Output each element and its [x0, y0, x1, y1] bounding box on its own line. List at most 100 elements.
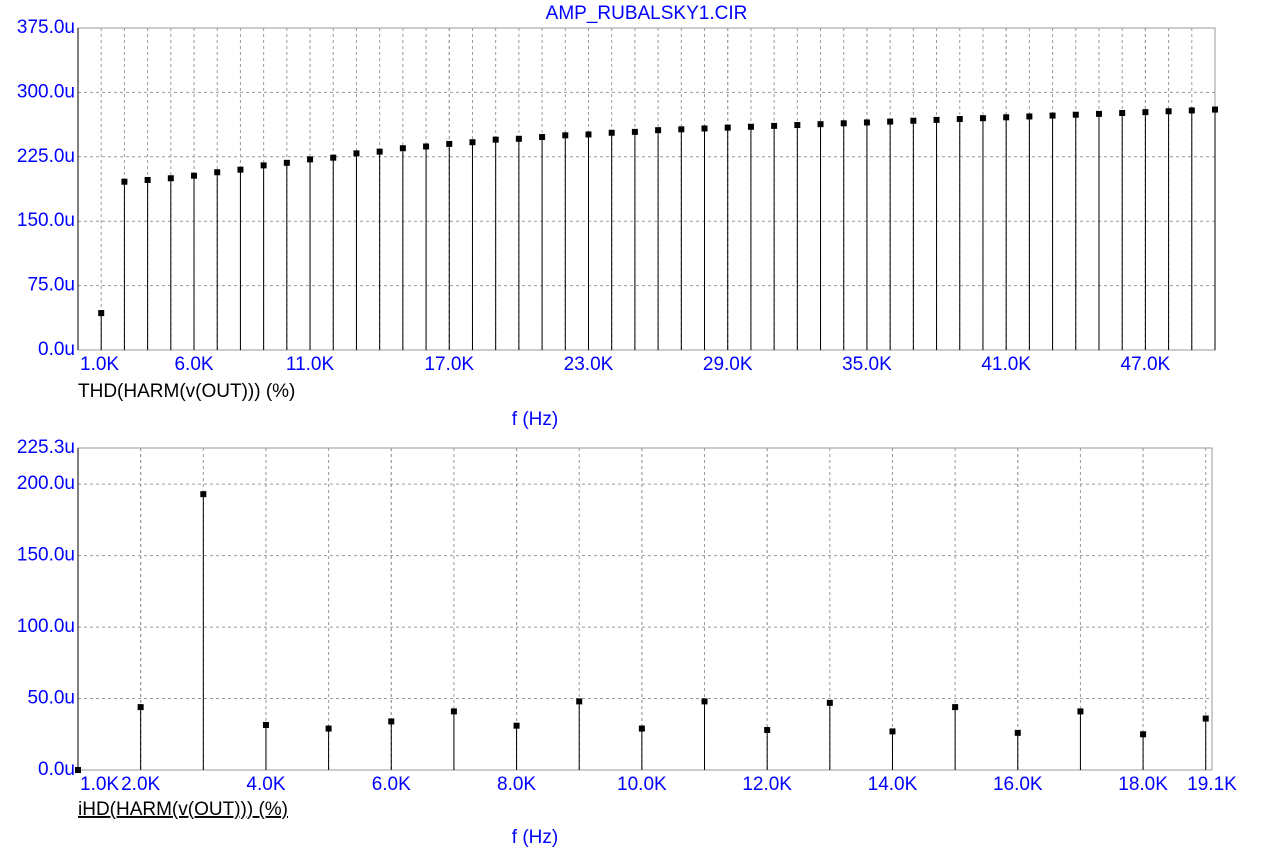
x-tick-label: 12.0K [742, 774, 792, 795]
y-tick-label: 150.0u [17, 545, 75, 566]
stem-marker [262, 721, 269, 728]
stem-marker [307, 156, 314, 163]
stem-marker [764, 726, 771, 733]
stem-marker [724, 124, 731, 131]
stem-marker [167, 175, 174, 182]
y-tick-label: 225.0u [17, 146, 75, 167]
stem-marker [608, 129, 615, 136]
stem-marker [1119, 110, 1126, 117]
stem-marker [840, 120, 847, 127]
stem-marker [214, 169, 221, 176]
stem-marker [353, 150, 360, 157]
y-tick-label: 50.0u [27, 688, 75, 709]
x-tick-label: 16.0K [993, 774, 1043, 795]
stem-marker [137, 704, 144, 711]
x-tick-label: 11.0K [286, 354, 335, 375]
y-tick-label: 300.0u [17, 81, 75, 102]
stem-marker [952, 704, 959, 711]
stem-marker [771, 122, 778, 129]
stem-marker [1188, 107, 1195, 114]
chart-title: AMP_RUBALSKY1.CIR [546, 3, 748, 24]
stem-marker [817, 121, 824, 128]
stem-marker [469, 139, 476, 146]
stem-marker [513, 722, 520, 729]
stem-marker [98, 310, 105, 317]
y-tick-label: 200.0u [17, 473, 75, 494]
stem-marker [1165, 108, 1172, 115]
x-tick-label: 41.0K [981, 354, 1031, 375]
x-tick-label: 29.0K [703, 354, 753, 375]
x-axis-label: f (Hz) [512, 409, 558, 430]
stem-marker [200, 491, 207, 498]
stem-marker [979, 115, 986, 122]
stem-marker [330, 154, 337, 161]
x-axis-label: f (Hz) [512, 827, 558, 848]
stem-marker [539, 134, 546, 141]
stem-marker [1014, 729, 1021, 736]
x-tick-label: 17.0K [424, 354, 474, 375]
x-tick-label: 18.0K [1118, 774, 1168, 795]
stem-marker [376, 148, 383, 155]
stem-marker [450, 708, 457, 715]
x-tick-label: 2.0K [121, 774, 160, 795]
stem-marker [678, 126, 685, 133]
stem-marker [325, 725, 332, 732]
y-axis-label: THD(HARM(v(OUT))) (%) [78, 381, 295, 402]
stem-marker [863, 119, 870, 126]
stem-marker [399, 145, 406, 152]
stem-marker [237, 166, 244, 173]
x-tick-label: 6.0K [372, 774, 411, 795]
x-tick-label: 19.1K [1187, 774, 1237, 795]
stem-marker [638, 725, 645, 732]
stem-marker [701, 125, 708, 132]
stem-marker [515, 135, 522, 142]
stem-marker [1077, 708, 1084, 715]
stem-marker [283, 159, 290, 166]
stem-marker [1212, 106, 1218, 113]
stem-marker [492, 136, 499, 143]
stem-marker [1003, 114, 1010, 121]
stem-marker [562, 132, 569, 139]
y-tick-label: 375.0u [17, 17, 75, 38]
x-tick-label: 1.0K [80, 774, 119, 795]
x-tick-label: 47.0K [1121, 354, 1171, 375]
x-tick-label: 1.0K [80, 354, 119, 375]
x-tick-label: 4.0K [246, 774, 285, 795]
y-axis-label: iHD(HARM(v(OUT))) (%) [78, 799, 288, 820]
stem-marker [423, 143, 430, 150]
stem-marker [75, 767, 81, 773]
stem-marker [933, 116, 940, 123]
stem-marker [747, 123, 754, 130]
x-tick-label: 23.0K [564, 354, 614, 375]
y-tick-label: 225.3u [17, 437, 75, 458]
y-tick-label: 0.0u [38, 759, 75, 780]
stem-marker [1140, 731, 1147, 738]
stem-marker [144, 176, 151, 183]
stem-marker [887, 118, 894, 125]
stem-marker [956, 116, 963, 123]
stem-marker [910, 117, 917, 124]
stem-marker [121, 178, 128, 185]
stem-marker [655, 127, 662, 134]
stem-marker [1095, 110, 1102, 117]
stem-marker [388, 718, 395, 725]
stem-marker [585, 131, 592, 138]
y-tick-label: 150.0u [17, 210, 75, 231]
x-tick-label: 10.0K [617, 774, 667, 795]
stem-marker [1142, 109, 1149, 116]
stem-marker [1049, 112, 1056, 119]
x-tick-label: 14.0K [868, 774, 918, 795]
y-tick-label: 100.0u [17, 616, 75, 637]
x-tick-label: 8.0K [497, 774, 536, 795]
stem-marker [191, 172, 198, 179]
stem-marker [794, 122, 801, 129]
stem-marker [631, 128, 638, 135]
y-tick-label: 0.0u [38, 339, 75, 360]
stem-marker [576, 698, 583, 705]
stem-marker [446, 140, 453, 147]
y-tick-label: 75.0u [27, 275, 75, 296]
stem-marker [260, 162, 267, 169]
stem-marker [826, 699, 833, 706]
